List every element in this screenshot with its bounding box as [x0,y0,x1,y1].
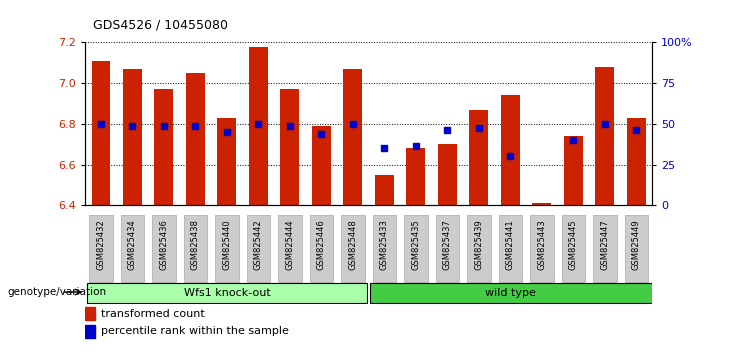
Bar [280,89,299,205]
Bar [123,69,142,205]
Text: GDS4526 / 10455080: GDS4526 / 10455080 [93,19,227,32]
Text: GSM825448: GSM825448 [348,219,357,270]
Bar [249,46,268,205]
FancyBboxPatch shape [593,216,617,282]
FancyBboxPatch shape [87,282,367,303]
FancyBboxPatch shape [215,216,239,282]
FancyBboxPatch shape [152,216,176,282]
Bar [218,118,236,205]
FancyBboxPatch shape [404,216,428,282]
Text: GSM825436: GSM825436 [159,219,168,270]
Text: GSM825434: GSM825434 [128,219,137,270]
FancyBboxPatch shape [370,282,665,303]
Bar [501,95,520,205]
Bar [92,61,110,205]
Text: genotype/variation: genotype/variation [7,287,107,297]
Bar [470,110,488,205]
FancyBboxPatch shape [89,216,113,282]
Text: GSM825449: GSM825449 [632,219,641,270]
FancyBboxPatch shape [310,216,333,282]
FancyBboxPatch shape [562,216,585,282]
FancyBboxPatch shape [373,216,396,282]
Text: GSM825442: GSM825442 [254,219,263,270]
FancyBboxPatch shape [625,216,648,282]
Text: GSM825432: GSM825432 [96,219,105,270]
Bar [438,144,456,205]
Text: transformed count: transformed count [101,309,205,319]
FancyBboxPatch shape [247,216,270,282]
FancyBboxPatch shape [341,216,365,282]
Text: GSM825437: GSM825437 [443,219,452,270]
FancyBboxPatch shape [467,216,491,282]
FancyBboxPatch shape [278,216,302,282]
Bar [344,69,362,205]
Bar [532,203,551,205]
Text: GSM825439: GSM825439 [474,219,483,270]
Bar [375,175,393,205]
Text: GSM825445: GSM825445 [569,219,578,270]
Bar [627,118,646,205]
Text: Wfs1 knock-out: Wfs1 knock-out [184,288,270,298]
FancyBboxPatch shape [121,216,144,282]
Bar [312,126,330,205]
Bar [85,325,96,338]
FancyBboxPatch shape [499,216,522,282]
Text: GSM825444: GSM825444 [285,219,294,270]
Text: percentile rank within the sample: percentile rank within the sample [101,326,289,336]
Bar [564,136,582,205]
Bar [85,307,96,320]
FancyBboxPatch shape [530,216,554,282]
Text: GSM825435: GSM825435 [411,219,420,270]
Bar [406,148,425,205]
Text: wild type: wild type [485,288,536,298]
Text: GSM825438: GSM825438 [191,219,200,270]
FancyBboxPatch shape [436,216,459,282]
Text: GSM825446: GSM825446 [317,219,326,270]
Text: GSM825443: GSM825443 [537,219,546,270]
Bar [186,73,205,205]
Bar [154,89,173,205]
Text: GSM825440: GSM825440 [222,219,231,270]
Bar [595,67,614,205]
Text: GSM825441: GSM825441 [506,219,515,270]
FancyBboxPatch shape [184,216,207,282]
Text: GSM825447: GSM825447 [600,219,609,270]
Text: GSM825433: GSM825433 [380,219,389,270]
